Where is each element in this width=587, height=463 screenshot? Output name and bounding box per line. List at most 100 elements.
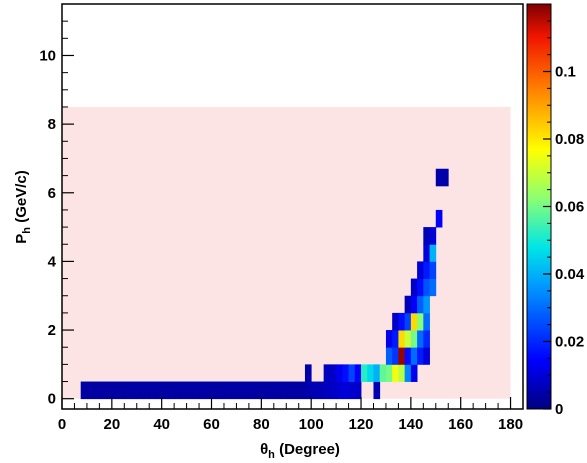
- heatmap-bin: [124, 381, 131, 400]
- heatmap-bin: [423, 347, 430, 365]
- heatmap-bin: [118, 381, 125, 400]
- heatmap-bin: [354, 381, 362, 400]
- x-axis-ticks: 0 20 40 60 80 100 120 140 160 180: [58, 397, 523, 433]
- x-tick-label: 180: [498, 416, 523, 433]
- heatmap-bin: [186, 381, 194, 400]
- heatmap-bin: [423, 227, 430, 245]
- heatmap-bin: [136, 381, 144, 400]
- heatmap-bin: [423, 312, 430, 331]
- heatmap-bin: [105, 381, 113, 400]
- x-axis-label-main: θ: [260, 441, 268, 458]
- heatmap-bin: [111, 381, 119, 400]
- heatmap-bin: [205, 381, 212, 400]
- y-tick-label: 8: [48, 116, 56, 133]
- heatmap-bin: [174, 381, 181, 400]
- heatmap-bin: [398, 364, 406, 382]
- colorbar-tick-label: 0.08: [555, 131, 584, 148]
- heatmap-bin: [417, 261, 424, 279]
- heatmap-bin: [236, 381, 244, 400]
- colorbar-tick-label: 0.02: [555, 334, 584, 351]
- heatmap-bin: [417, 278, 424, 297]
- heatmap-bin: [410, 347, 418, 365]
- x-tick-label: 20: [103, 416, 120, 433]
- heatmap-bin: [93, 381, 100, 400]
- heatmap-bin: [435, 168, 443, 187]
- heatmap-bin: [149, 381, 156, 400]
- heatmap-bin: [354, 364, 362, 382]
- colorbar-tick-label: 0.1: [555, 64, 576, 81]
- heatmap-bin: [404, 295, 412, 314]
- heatmap-bin: [423, 295, 430, 314]
- heatmap-bin: [423, 244, 430, 262]
- heatmap-bin: [273, 381, 281, 400]
- heatmap-bin: [373, 381, 381, 400]
- heatmap-bin: [385, 330, 393, 348]
- colorbar-tick-label: 0.04: [555, 266, 585, 283]
- x-tick-label: 160: [448, 416, 473, 433]
- y-axis-label-sub: h: [21, 227, 33, 234]
- y-tick-label: 4: [48, 253, 57, 270]
- heatmap-bin: [404, 312, 412, 331]
- heatmap-bin: [361, 364, 368, 382]
- heatmap-bin: [323, 381, 331, 400]
- heatmap-bin: [311, 381, 318, 400]
- colorbar-tick-label: 0: [555, 401, 563, 418]
- heatmap-bin: [192, 381, 200, 400]
- y-axis-label-rest: (GeV/c): [13, 170, 30, 227]
- heatmap-bin: [223, 381, 231, 400]
- x-tick-label: 80: [253, 416, 270, 433]
- heatmap-bin: [417, 312, 424, 331]
- heatmap-bin: [398, 330, 406, 348]
- y-tick-label: 2: [48, 322, 56, 339]
- heatmap-bin: [417, 330, 424, 348]
- heatmap-bin: [348, 381, 356, 400]
- heatmap-bin: [86, 381, 94, 400]
- heatmap-bin: [217, 381, 225, 400]
- heatmap-bin: [404, 330, 412, 348]
- heatmap-bin: [199, 381, 206, 400]
- heatmap-bin: [398, 347, 406, 365]
- heatmap-bin: [392, 330, 399, 348]
- heatmap-bin: [442, 168, 449, 187]
- x-axis-label-sub: h: [268, 449, 275, 461]
- heatmap-bin: [429, 244, 437, 262]
- y-tick-label: 10: [39, 47, 56, 64]
- x-tick-label: 60: [203, 416, 220, 433]
- heatmap-bin: [410, 364, 418, 382]
- heatmap-bin: [367, 364, 374, 382]
- heatmap-bin: [410, 330, 418, 348]
- heatmap-bin: [342, 381, 349, 400]
- heatmap-bin: [280, 381, 287, 400]
- heatmap-bin: [336, 364, 343, 382]
- x-tick-label: 0: [58, 416, 66, 433]
- y-tick-label: 6: [48, 185, 56, 202]
- heatmap-bin: [329, 364, 337, 382]
- heatmap-bin: [417, 295, 424, 314]
- heatmap-bin: [323, 364, 331, 382]
- heatmap-bin: [410, 295, 418, 314]
- colorbar-ticks: 0 0.02 0.04 0.06 0.08 0.1: [543, 20, 585, 418]
- heatmap-bin: [304, 364, 312, 382]
- heatmap-bin: [392, 347, 399, 365]
- heatmap-bin: [161, 381, 169, 400]
- heatmap-bin: [435, 209, 443, 228]
- heatmap-bin: [292, 381, 300, 400]
- x-tick-label: 40: [153, 416, 170, 433]
- heatmap-bin: [404, 364, 412, 382]
- heatmap-bin: [398, 312, 406, 331]
- heatmap-bin: [373, 364, 381, 382]
- heatmap-bins: [80, 168, 449, 400]
- heatmap-bin: [348, 364, 356, 382]
- heatmap-bin: [267, 381, 275, 400]
- heatmap-bin: [385, 347, 393, 365]
- heatmap-bin: [429, 261, 437, 279]
- heatmap-bin: [180, 381, 187, 400]
- x-axis-label: θh (Degree): [260, 441, 340, 461]
- heatmap-bin: [99, 381, 107, 400]
- heatmap-bin: [286, 381, 293, 400]
- y-axis-ticks: 0 2 4 6 8 10: [39, 3, 74, 408]
- heatmap-bin: [155, 381, 163, 400]
- heatmap-bin: [336, 381, 343, 400]
- heatmap-bin: [248, 381, 256, 400]
